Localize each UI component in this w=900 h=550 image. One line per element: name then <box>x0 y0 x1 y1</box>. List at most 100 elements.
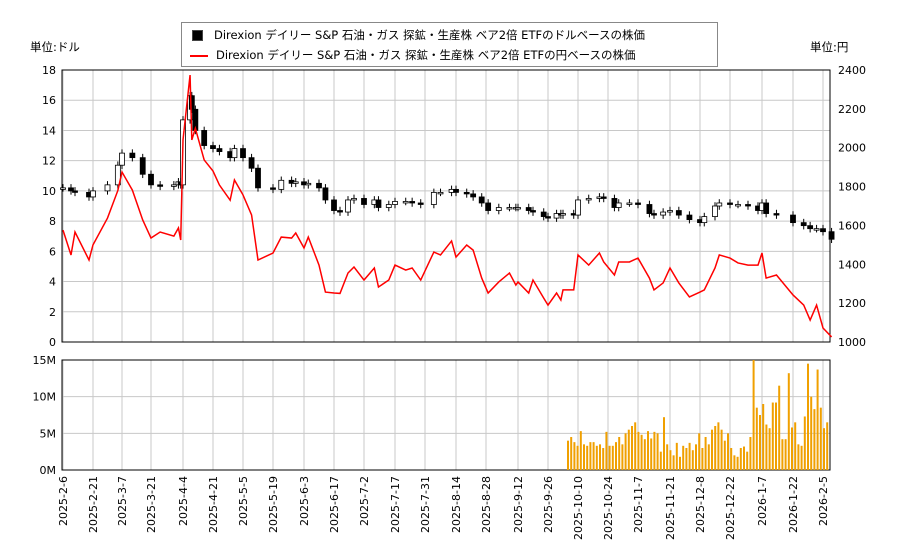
candle-body <box>104 184 111 192</box>
candle-body <box>60 187 66 190</box>
left-tick-label: 18 <box>42 64 56 77</box>
candle-body <box>402 201 409 204</box>
volume-bar <box>624 433 627 470</box>
candle-body <box>322 187 329 201</box>
x-tick-label: 2025-6-3 <box>298 476 311 526</box>
legend: Direxion デイリー S&P 石油・ガス 探鉱・生産株 ベア2倍 ETFの… <box>181 22 718 67</box>
candle-body <box>375 199 382 208</box>
candle-body <box>667 210 673 213</box>
volume-bar <box>666 444 669 470</box>
volume-bar <box>762 404 765 470</box>
volume-bar <box>768 428 771 470</box>
x-tick-label: 2025-11-7 <box>632 476 645 533</box>
candle-body <box>216 148 223 152</box>
candle-body <box>660 211 667 216</box>
x-tick-label: 2025-11-21 <box>664 476 677 540</box>
candle-body <box>651 213 657 216</box>
candle-body <box>701 216 708 224</box>
volume-bar <box>685 448 688 470</box>
x-tick-label: 2025-8-28 <box>480 476 493 533</box>
volume-bar <box>579 431 582 470</box>
volume-bar <box>707 444 710 470</box>
x-tick-label: 2025-7-17 <box>389 476 402 533</box>
volume-bar <box>615 442 617 470</box>
volume-bar <box>618 437 621 470</box>
volume-bar <box>723 440 726 470</box>
candle-body <box>800 222 807 227</box>
volume-bar <box>634 422 637 470</box>
volume-bar <box>813 409 816 470</box>
left-tick-label: 10 <box>42 185 56 198</box>
volume-bar <box>653 431 656 470</box>
candle-body <box>119 152 125 166</box>
candle-body <box>129 152 136 159</box>
candle-body <box>716 202 723 207</box>
candle-body <box>575 199 581 216</box>
candle-body <box>712 205 718 217</box>
left-tick-label: 2 <box>49 306 56 319</box>
volume-bar <box>810 396 813 470</box>
volume-bar <box>797 444 800 470</box>
candle-body <box>807 225 814 230</box>
volume-bar <box>599 444 601 470</box>
volume-bar <box>682 445 685 470</box>
candle-body <box>525 207 532 211</box>
volume-bar <box>743 446 745 470</box>
volume-bar <box>605 431 608 470</box>
volume-bar <box>672 455 675 470</box>
candle-body <box>157 184 164 187</box>
candle-body <box>417 202 424 205</box>
candle-body <box>675 210 682 216</box>
right-tick-label: 2000 <box>838 142 866 155</box>
volume-tick-label: 5M <box>40 427 57 440</box>
volume-bar <box>631 426 633 470</box>
volume-bar <box>727 433 729 470</box>
left-tick-label: 8 <box>49 215 56 228</box>
jpy-price-line <box>62 74 833 338</box>
volume-bar <box>586 445 589 470</box>
candle-body <box>337 210 343 213</box>
candle-body <box>727 202 733 205</box>
candle-body <box>686 214 693 220</box>
candle-body <box>560 213 566 216</box>
candle-body <box>506 207 513 210</box>
volume-bar <box>647 431 649 470</box>
candle-body <box>790 214 796 224</box>
candle-body <box>345 199 351 213</box>
volume-bar <box>695 444 697 470</box>
volume-bar <box>771 402 774 470</box>
right-tick-label: 1400 <box>838 258 866 271</box>
candle-body <box>72 190 78 193</box>
candle-body <box>240 148 246 159</box>
volume-bar <box>627 429 630 470</box>
volume-bar <box>791 427 793 470</box>
volume-bar <box>746 451 749 470</box>
volume-bar <box>781 439 784 470</box>
volume-bar <box>595 445 598 470</box>
volume-bar <box>823 428 825 470</box>
volume-bar <box>643 439 646 470</box>
candle-body <box>735 204 741 207</box>
candle-body <box>292 181 299 184</box>
candle-body <box>409 201 416 204</box>
x-tick-label: 2025-3-21 <box>145 476 158 533</box>
candle-body <box>828 231 835 240</box>
candle-body <box>773 213 780 216</box>
volume-bar <box>803 416 806 470</box>
volume-bar <box>755 407 758 470</box>
candle-body <box>430 191 437 205</box>
candle-body <box>600 196 607 199</box>
x-tick-label: 2025-7-31 <box>419 476 432 533</box>
candle-body <box>231 148 238 159</box>
left-tick-label: 4 <box>49 276 56 289</box>
volume-bar <box>759 415 761 470</box>
candle-body <box>392 201 398 205</box>
volume-bar <box>589 442 592 470</box>
left-tick-label: 14 <box>42 124 56 137</box>
candle-body <box>385 204 392 208</box>
candle-body <box>170 184 177 187</box>
left-tick-label: 6 <box>49 245 56 258</box>
volume-plot-frame <box>61 359 831 471</box>
x-tick-label: 2026-1-22 <box>787 476 800 533</box>
legend-item-jpy: Direxion デイリー S&P 石油・ガス 探鉱・生産株 ベア2倍 ETFの… <box>190 46 636 64</box>
